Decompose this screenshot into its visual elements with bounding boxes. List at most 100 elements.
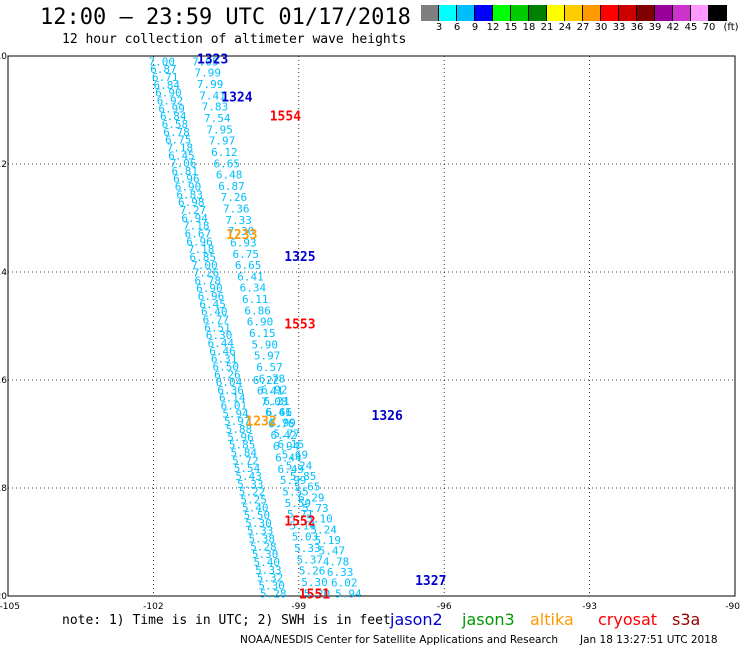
swh-value: 6.78 bbox=[259, 372, 286, 385]
swh-value: 6.90 bbox=[155, 87, 182, 100]
color-scale-label: 33 bbox=[612, 22, 626, 33]
swh-value: 5.30 bbox=[252, 548, 278, 561]
color-scale-label: 30 bbox=[594, 22, 608, 33]
swh-value: 5.94 bbox=[335, 587, 362, 600]
swh-value: 6.66 bbox=[266, 406, 293, 419]
swh-value: 6.45 bbox=[199, 298, 226, 311]
lon-tick-label: -102 bbox=[143, 602, 163, 612]
swh-value: 6.11 bbox=[242, 293, 269, 306]
swh-value: 6.04 bbox=[216, 376, 243, 389]
swh-value: 6.01 bbox=[221, 400, 248, 413]
lat-tick-label: -16 bbox=[0, 376, 7, 386]
swh-value: 6.93 bbox=[230, 236, 257, 249]
swh-value: 6.90 bbox=[196, 282, 223, 295]
color-scale-label: 6 bbox=[453, 22, 461, 33]
color-swatch bbox=[565, 5, 583, 21]
swh-value: 6.44 bbox=[275, 451, 302, 464]
swh-value: 7.18 bbox=[167, 141, 194, 154]
swh-value: 7.99 bbox=[197, 78, 224, 91]
swh-value: 5.33 bbox=[247, 525, 274, 538]
swh-value: 5.43 bbox=[235, 470, 261, 483]
swh-value: 6.46 bbox=[209, 345, 236, 358]
pass-number-label: 1552 bbox=[284, 514, 315, 529]
swh-value: 6.15 bbox=[249, 327, 276, 340]
swh-value: 6.75 bbox=[165, 134, 192, 147]
swh-value: 5.97 bbox=[224, 415, 251, 428]
swh-value: 6.22 bbox=[253, 374, 279, 387]
swh-value: 5.84 bbox=[231, 447, 258, 460]
swh-value: 6.42 bbox=[270, 429, 297, 442]
lat-tick-label: -18 bbox=[0, 484, 7, 494]
swh-value: 6.78 bbox=[163, 126, 190, 139]
pass-number-label: 1327 bbox=[415, 574, 446, 589]
swh-value: 5.03 bbox=[292, 531, 319, 544]
swh-value: 6.30 bbox=[206, 329, 233, 342]
swh-value: 5.77 bbox=[273, 427, 300, 440]
swh-value: 7.26 bbox=[193, 267, 220, 280]
swh-value: 5.50 bbox=[244, 509, 271, 522]
swh-value: 5.96 bbox=[227, 431, 254, 444]
swh-value: 6.76 bbox=[268, 418, 295, 431]
swh-value: 6.21 bbox=[263, 395, 290, 408]
swh-value: 7.18 bbox=[188, 243, 215, 256]
swh-value: 5.59 bbox=[285, 497, 312, 510]
swh-value: 5.19 bbox=[315, 534, 342, 547]
color-scale-label: 27 bbox=[576, 22, 590, 33]
swh-value: 5.69 bbox=[282, 449, 309, 462]
pass-number-label: 1324 bbox=[221, 91, 252, 106]
swh-value: 6.44 bbox=[208, 337, 235, 350]
swh-value: 6.41 bbox=[257, 385, 284, 398]
pass-number-label: 1551 bbox=[299, 587, 330, 602]
lon-tick-label: -99 bbox=[291, 602, 306, 612]
swh-value: 5.54 bbox=[234, 462, 261, 475]
swh-value: 7.54 bbox=[204, 112, 231, 125]
swh-value: 6.57 bbox=[256, 361, 283, 374]
swh-value: 7.18 bbox=[183, 220, 210, 233]
lon-tick-label: -96 bbox=[437, 602, 452, 612]
swh-value: 6.65 bbox=[235, 259, 261, 272]
lat-tick-label: -20 bbox=[0, 592, 7, 602]
swh-value: 6.02 bbox=[331, 577, 358, 590]
swh-value: 6.71 bbox=[152, 71, 179, 84]
swh-value: 5.10 bbox=[306, 513, 333, 526]
swh-value: 5.97 bbox=[254, 350, 280, 363]
swh-value: 6.83 bbox=[176, 188, 203, 201]
pass-number-label: 1323 bbox=[197, 53, 228, 68]
swh-value: 5.55 bbox=[282, 485, 309, 498]
swh-value: 6.90 bbox=[175, 181, 202, 194]
swh-value: 6.31 bbox=[211, 353, 238, 366]
swh-value: 6.34 bbox=[240, 282, 267, 295]
color-scale-label: 45 bbox=[684, 22, 698, 33]
swh-value: 6.50 bbox=[212, 360, 239, 373]
lon-tick-label: -93 bbox=[582, 602, 597, 612]
color-swatch bbox=[547, 5, 565, 21]
color-scale-label: 3 bbox=[435, 22, 443, 33]
swh-value: 5.30 bbox=[258, 579, 285, 592]
swh-value: 5.22 bbox=[239, 486, 265, 499]
swh-value: 6.58 bbox=[162, 118, 189, 131]
color-swatch bbox=[709, 5, 727, 21]
swh-value: 6.90 bbox=[247, 316, 274, 329]
swh-value: 7.36 bbox=[223, 203, 250, 216]
color-scale-bar bbox=[421, 5, 727, 21]
swh-value: 7.26 bbox=[221, 191, 248, 204]
color-scale-label: 9 bbox=[471, 22, 479, 33]
legend-altika: altika bbox=[530, 610, 574, 629]
swh-value: 5.20 bbox=[304, 587, 331, 600]
swh-value: 6.96 bbox=[186, 235, 213, 248]
swh-value: 5.26 bbox=[299, 565, 326, 578]
swh-value: 5.37 bbox=[297, 553, 324, 566]
swh-value: 6.40 bbox=[201, 306, 228, 319]
swh-value: 6.92 bbox=[157, 95, 184, 108]
lat-tick-label: -14 bbox=[0, 268, 7, 278]
swh-value: 6.85 bbox=[190, 251, 217, 264]
swh-value: 6.87 bbox=[218, 180, 245, 193]
swh-value: 5.65 bbox=[294, 481, 321, 494]
pass-number-label: 1553 bbox=[284, 317, 315, 332]
swh-value: 7.00 bbox=[149, 55, 176, 68]
footer-credit: NOAA/NESDIS Center for Satellite Applica… bbox=[240, 634, 558, 646]
swh-value: 6.84 bbox=[160, 110, 187, 123]
swh-value: 7.83 bbox=[202, 101, 229, 114]
color-swatch bbox=[601, 5, 619, 21]
